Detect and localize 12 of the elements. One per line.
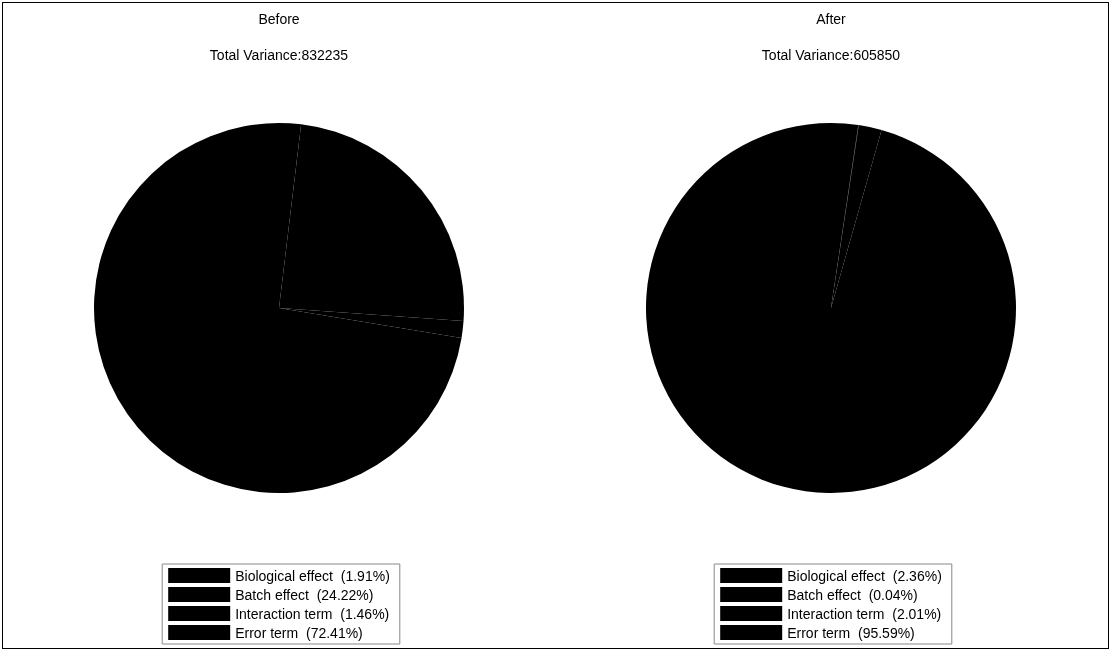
chart-title: After bbox=[816, 11, 847, 27]
chart-title: Before bbox=[258, 11, 300, 27]
legend-label: Error term (95.59%) bbox=[787, 624, 915, 641]
legend-label: Error term (72.41%) bbox=[235, 624, 363, 641]
legend-label: Biological effect (1.91%) bbox=[235, 567, 390, 584]
legend-label: Batch effect (0.04%) bbox=[787, 586, 918, 603]
legend-label: Interaction term (2.01%) bbox=[787, 605, 942, 622]
chart-subtitle: Total Variance:832235 bbox=[209, 47, 349, 63]
legend-label: Interaction term (1.46%) bbox=[235, 605, 390, 622]
legend-label: Batch effect (24.22%) bbox=[235, 586, 374, 603]
legend-label: Biological effect (2.36%) bbox=[787, 567, 942, 584]
chart-subtitle: Total Variance:605850 bbox=[761, 47, 901, 63]
